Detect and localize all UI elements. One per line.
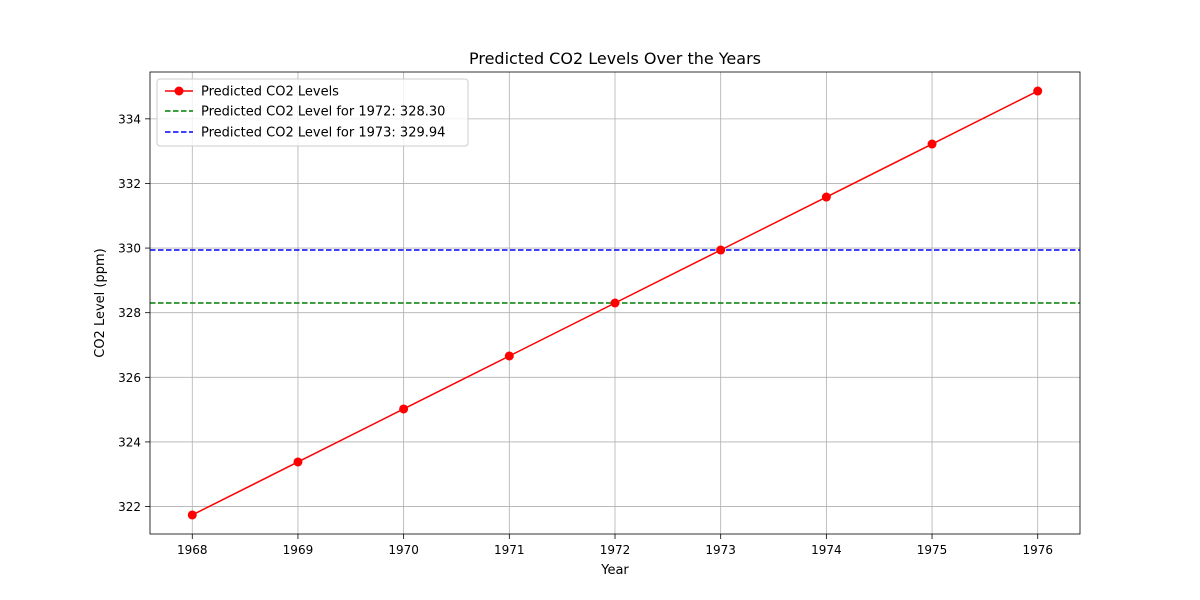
x-tick-label: 1976 — [1022, 543, 1053, 557]
legend: Predicted CO2 Levels Predicted CO2 Level… — [156, 78, 469, 147]
data-point — [821, 192, 831, 202]
chart-title: Predicted CO2 Levels Over the Years — [469, 49, 761, 68]
data-point — [504, 351, 514, 361]
x-axis-label: Year — [600, 563, 629, 578]
x-tick-label: 1972 — [600, 543, 631, 557]
data-point — [293, 457, 303, 467]
legend-box — [156, 78, 469, 147]
legend-marker-series — [174, 86, 184, 96]
data-point — [716, 245, 726, 255]
y-tick-label: 322 — [118, 500, 141, 514]
y-tick-label: 326 — [118, 371, 141, 385]
data-point — [187, 510, 197, 520]
data-point — [1033, 86, 1043, 96]
data-point — [399, 404, 409, 414]
legend-label-series: Predicted CO2 Levels — [201, 85, 339, 100]
y-tick-label: 332 — [118, 177, 141, 191]
x-tick-label: 1971 — [494, 543, 525, 557]
x-tick-label: 1969 — [283, 543, 314, 557]
y-tick-label: 328 — [118, 306, 141, 320]
y-tick-label: 324 — [118, 435, 141, 449]
ticks: 1968 1969 1970 1971 1972 1973 1974 1975 1976 322 3… — [118, 112, 1053, 557]
x-tick-label: 1970 — [388, 543, 419, 557]
x-tick-label: 1974 — [811, 543, 842, 557]
data-point — [610, 298, 620, 308]
legend-label-1973: Predicted CO2 Level for 1973: 329.94 — [201, 126, 445, 141]
x-tick-label: 1973 — [705, 543, 736, 557]
series-lines — [187, 86, 1043, 520]
y-tick-label: 330 — [118, 242, 141, 256]
data-point — [927, 139, 937, 149]
y-tick-label: 334 — [118, 112, 141, 126]
legend-label-1972: Predicted CO2 Level for 1972: 328.30 — [201, 105, 445, 120]
y-axis-label: CO2 Level (ppm) — [93, 248, 108, 357]
x-tick-label: 1968 — [177, 543, 208, 557]
x-tick-label: 1975 — [917, 543, 948, 557]
